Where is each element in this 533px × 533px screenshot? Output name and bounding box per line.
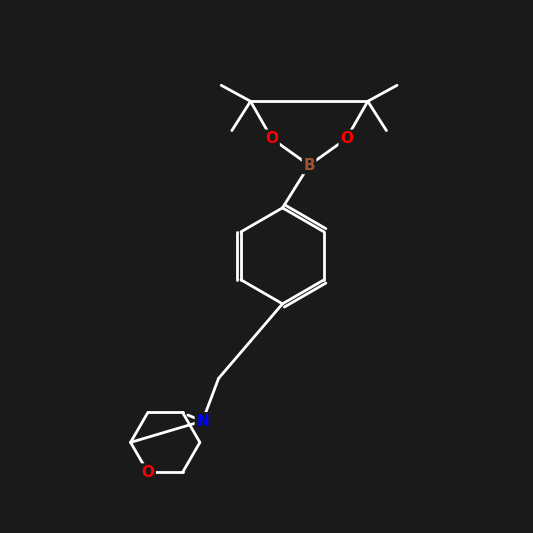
Text: O: O — [340, 131, 353, 146]
Text: B: B — [303, 158, 315, 173]
Text: O: O — [265, 131, 278, 146]
Text: O: O — [141, 465, 155, 480]
Text: N: N — [196, 414, 209, 429]
